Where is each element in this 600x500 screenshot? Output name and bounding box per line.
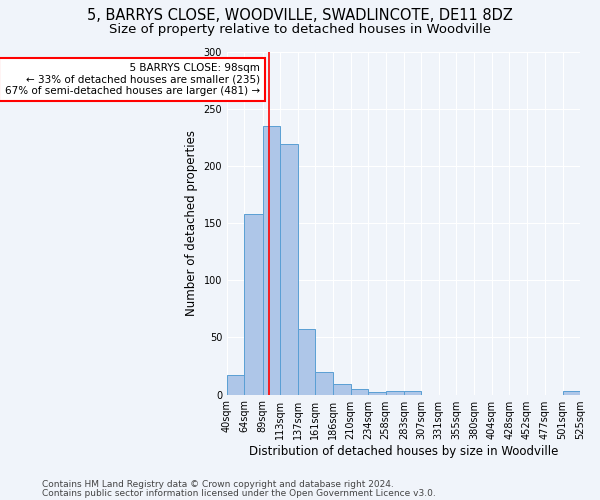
- Bar: [298, 330, 315, 394]
- X-axis label: Distribution of detached houses by size in Woodville: Distribution of detached houses by size …: [249, 444, 558, 458]
- Bar: [404, 391, 421, 394]
- Bar: [351, 389, 368, 394]
- Bar: [563, 391, 580, 394]
- Bar: [333, 384, 351, 394]
- Bar: [263, 126, 280, 394]
- Y-axis label: Number of detached properties: Number of detached properties: [185, 130, 198, 316]
- Bar: [315, 372, 333, 394]
- Bar: [280, 144, 298, 395]
- Text: Contains public sector information licensed under the Open Government Licence v3: Contains public sector information licen…: [42, 488, 436, 498]
- Text: Contains HM Land Registry data © Crown copyright and database right 2024.: Contains HM Land Registry data © Crown c…: [42, 480, 394, 489]
- Bar: [227, 375, 244, 394]
- Bar: [386, 391, 404, 394]
- Text: Size of property relative to detached houses in Woodville: Size of property relative to detached ho…: [109, 22, 491, 36]
- Bar: [368, 392, 386, 394]
- Text: 5 BARRYS CLOSE: 98sqm
← 33% of detached houses are smaller (235)
67% of semi-det: 5 BARRYS CLOSE: 98sqm ← 33% of detached …: [5, 63, 260, 96]
- Text: 5, BARRYS CLOSE, WOODVILLE, SWADLINCOTE, DE11 8DZ: 5, BARRYS CLOSE, WOODVILLE, SWADLINCOTE,…: [87, 8, 513, 22]
- Bar: [244, 214, 263, 394]
